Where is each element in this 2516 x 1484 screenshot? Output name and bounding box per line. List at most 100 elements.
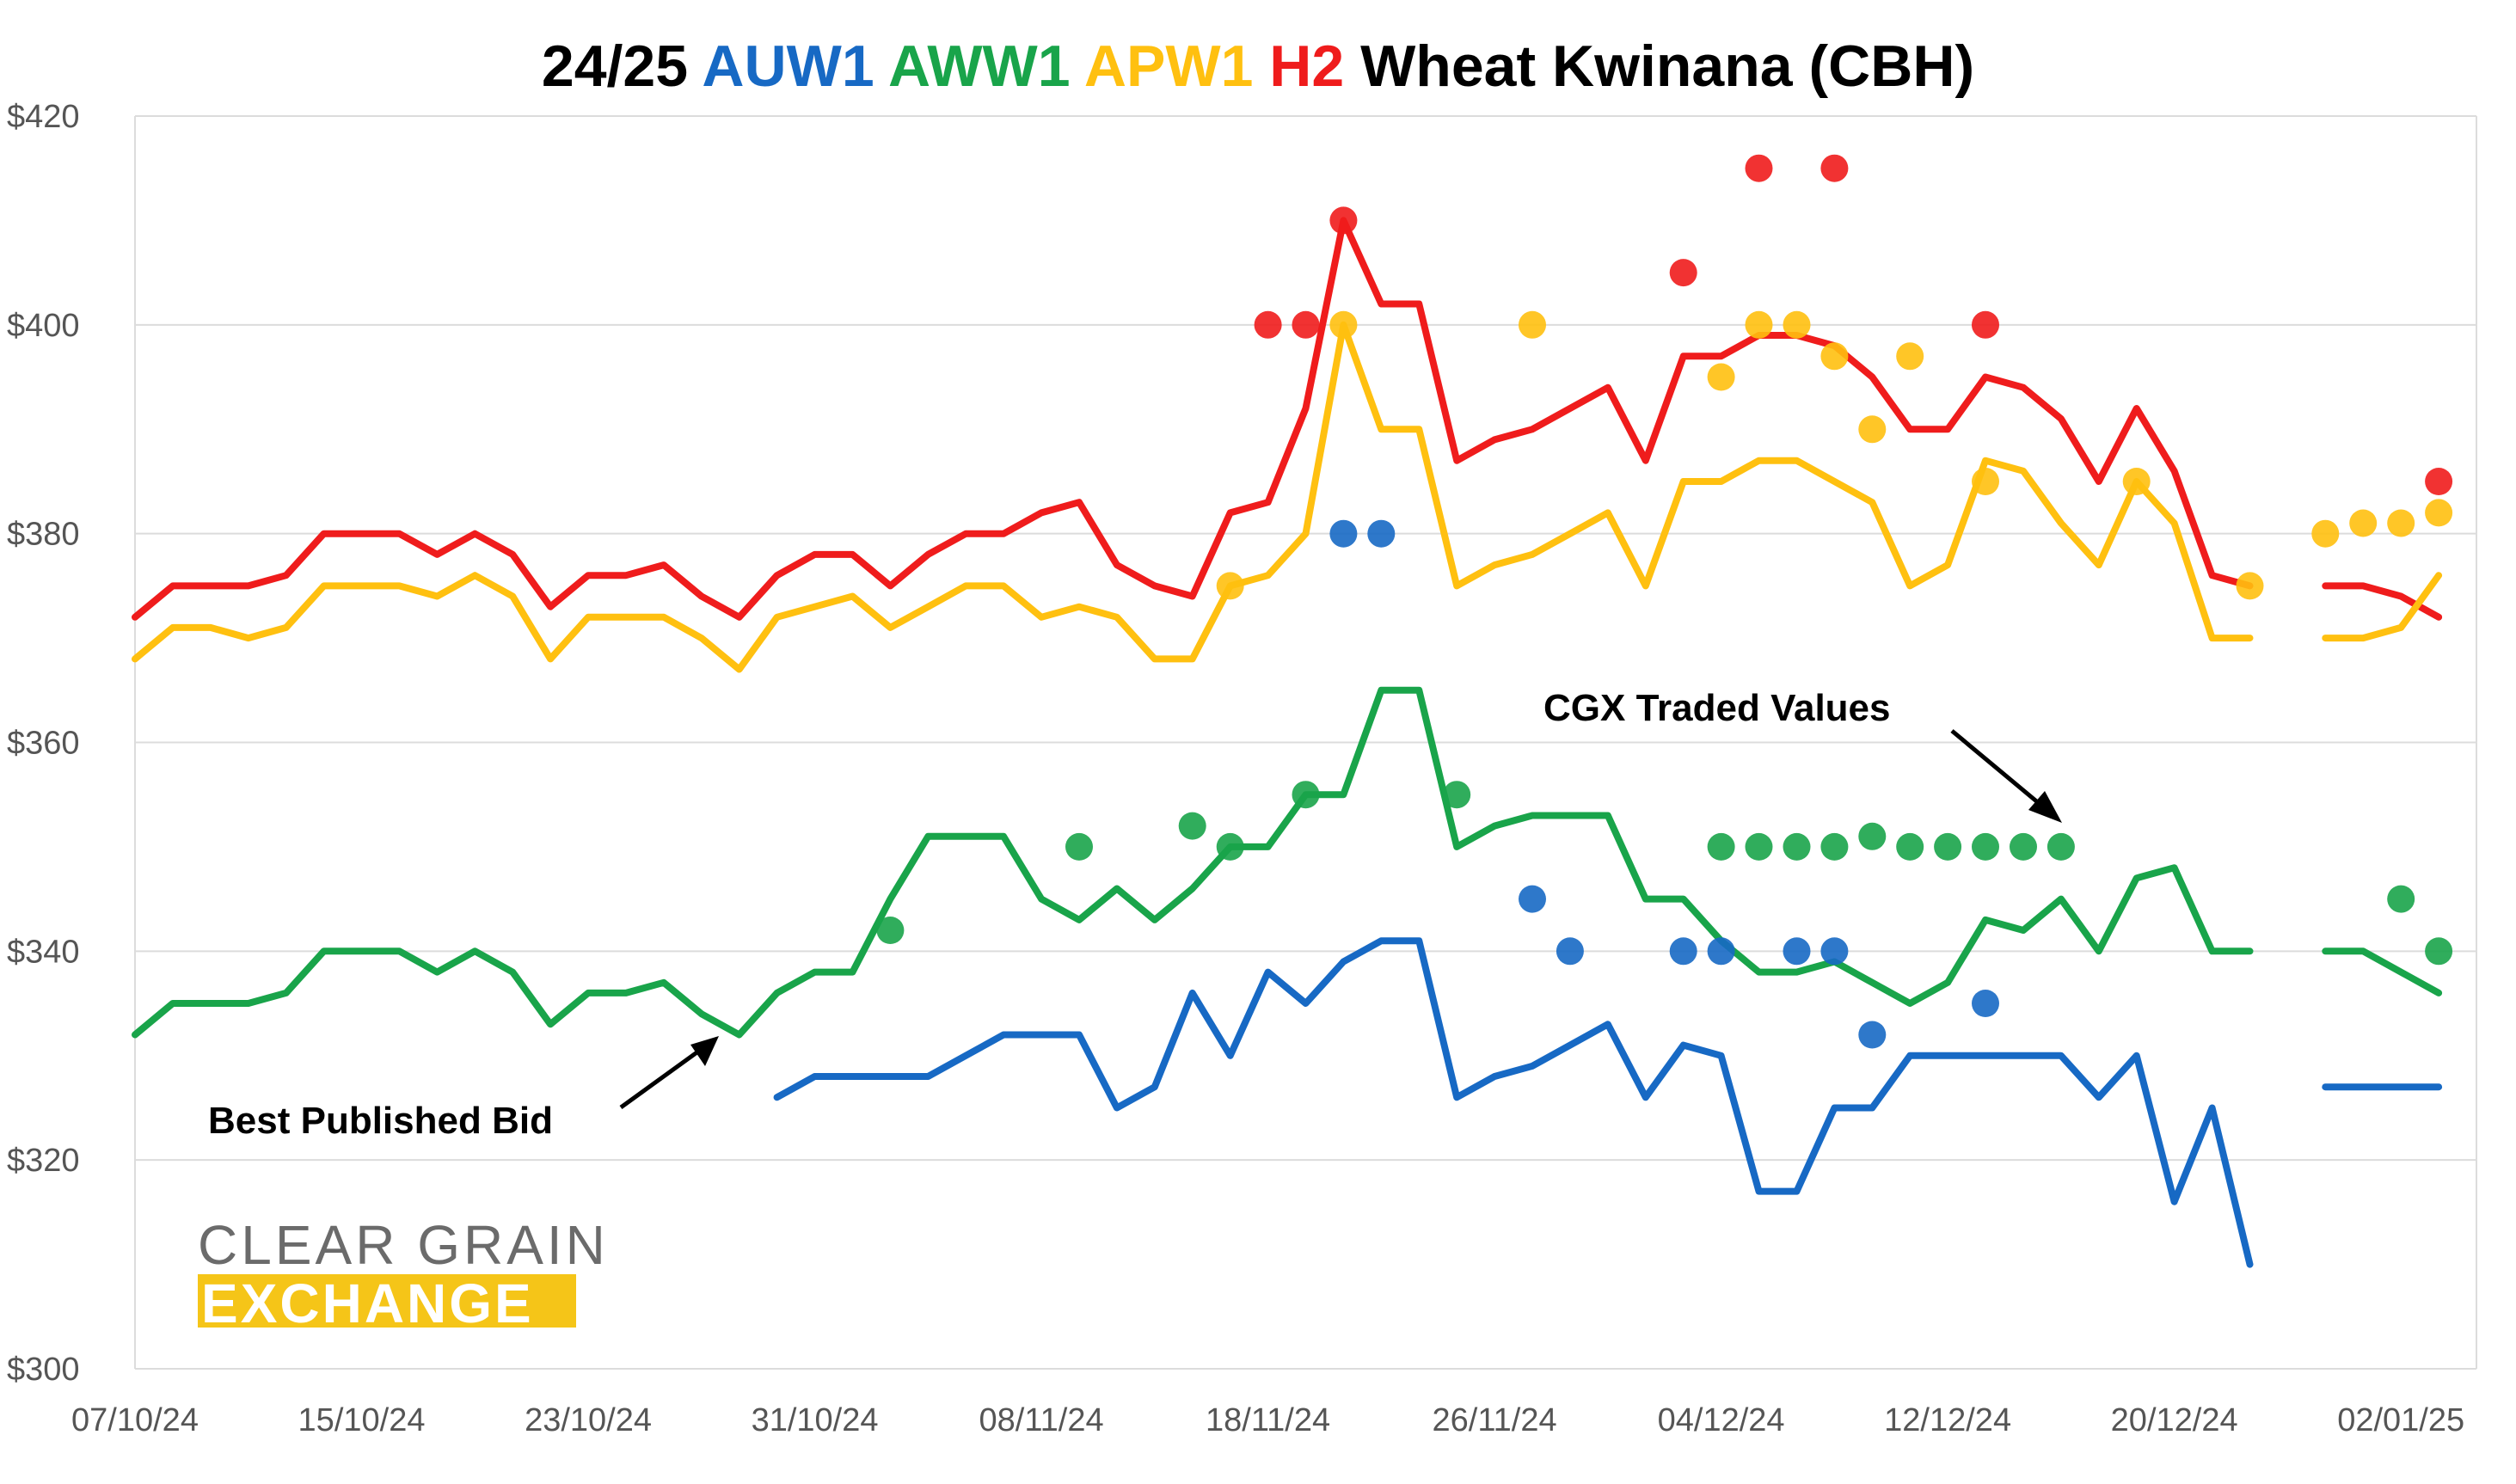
y-tick-label: $320 <box>7 1143 80 1179</box>
traded-aww1-point <box>1972 832 1999 861</box>
series-auw1-line <box>773 937 2443 1268</box>
traded-auw1-point <box>1519 885 1546 913</box>
x-tick-label: 07/10/24 <box>71 1402 199 1438</box>
y-tick-label: $340 <box>7 934 80 970</box>
traded-auw1-point <box>1367 519 1396 548</box>
y-tick-label: $380 <box>7 517 80 553</box>
traded-apw1-point <box>1707 363 1735 391</box>
traded-apw1-point <box>1329 310 1358 339</box>
traded-h2-point <box>2425 468 2453 495</box>
y-tick-label: $360 <box>7 726 80 762</box>
traded-aww1-point <box>2010 832 2037 861</box>
traded-aww1-point <box>2425 937 2453 966</box>
traded-auw1-point <box>1556 937 1584 966</box>
traded-apw1-point <box>1216 572 1244 600</box>
x-tick-label: 15/10/24 <box>298 1402 426 1438</box>
traded-value-points <box>876 154 2453 1049</box>
best-bid-lines <box>132 217 2443 1268</box>
traded-auw1-points <box>1329 519 1999 1049</box>
series-h2-segment <box>132 217 2254 621</box>
traded-aww1-point <box>1065 832 1093 861</box>
title-part-auw1: AUW1 <box>702 34 888 99</box>
traded-auw1-point <box>1972 990 1999 1017</box>
traded-apw1-points <box>1216 310 2453 600</box>
traded-apw1-point <box>1896 342 1924 371</box>
y-tick-label: $420 <box>7 99 80 135</box>
traded-aww1-point <box>1443 781 1471 809</box>
traded-apw1-point <box>1783 310 1811 339</box>
annotation-bid-arrow-shaft <box>619 1046 703 1110</box>
title-part-aww1: AWW1 <box>888 34 1084 99</box>
traded-auw1-point <box>1669 937 1697 966</box>
x-tick-label: 23/10/24 <box>525 1402 652 1438</box>
y-tick-label: $400 <box>7 308 80 344</box>
x-tick-label: 20/12/24 <box>2111 1402 2238 1438</box>
series-apw1-segment <box>2322 572 2443 642</box>
x-axis-ticks: 07/10/24 15/10/24 23/10/24 31/10/24 08/11/24… <box>71 1402 2464 1438</box>
traded-aww1-point <box>2387 885 2415 913</box>
traded-apw1-point <box>2122 468 2151 495</box>
traded-h2-point <box>1972 310 1999 339</box>
traded-apw1-point <box>1519 310 1546 339</box>
series-aww1-line <box>132 686 2443 1039</box>
annotation-bid-label: Best Published Bid <box>208 1100 553 1142</box>
traded-aww1-points <box>876 781 2453 966</box>
traded-aww1-point <box>1216 832 1244 861</box>
traded-auw1-point <box>1707 937 1735 966</box>
annotation-traded-arrow-shaft <box>1950 729 2047 810</box>
series-aww1-segment <box>2322 947 2443 996</box>
x-tick-label: 18/11/24 <box>1206 1402 1330 1438</box>
traded-aww1-point <box>1707 832 1735 861</box>
traded-apw1-point <box>1858 415 1887 444</box>
x-tick-label: 02/01/25 <box>2337 1402 2464 1438</box>
annotation-traded-arrowhead <box>2028 791 2062 823</box>
traded-aww1-point <box>1745 832 1773 861</box>
title-part-apw1: APW1 <box>1084 34 1269 99</box>
traded-h2-point <box>1820 154 1849 182</box>
chart-title: 24/25 AUW1 AWW1 APW1 H2 Wheat Kwinana (C… <box>542 34 1974 99</box>
x-tick-label: 26/11/24 <box>1433 1402 1557 1438</box>
traded-auw1-point <box>1783 937 1811 966</box>
traded-aww1-point <box>1783 832 1811 861</box>
traded-h2-point <box>1292 310 1320 339</box>
x-tick-label: 12/12/24 <box>1884 1402 2011 1438</box>
y-axis-ticks: $300 $320 $340 $360 $380 $400 $420 <box>7 99 80 1388</box>
traded-apw1-point <box>2349 509 2378 537</box>
traded-aww1-point <box>876 917 905 944</box>
series-auw1-segment <box>773 937 2254 1268</box>
annotation-traded-values: CGX Traded Values <box>1543 687 2062 823</box>
traded-h2-point <box>1329 206 1358 235</box>
traded-h2-point <box>1254 310 1282 339</box>
traded-aww1-point <box>1934 832 1962 861</box>
logo-banner <box>198 1274 576 1328</box>
traded-aww1-point <box>2047 832 2075 861</box>
logo-line2: EXCHANGE <box>201 1272 534 1334</box>
traded-apw1-point <box>2236 572 2264 600</box>
traded-aww1-point <box>1858 822 1887 850</box>
traded-apw1-point <box>1820 342 1849 371</box>
title-part-h2: H2 <box>1269 34 1360 99</box>
annotation-bid-arrowhead <box>690 1036 719 1066</box>
traded-apw1-point <box>1972 468 1999 495</box>
traded-aww1-point <box>1178 812 1206 840</box>
traded-h2-point <box>1745 154 1773 182</box>
traded-aww1-point <box>1292 781 1320 809</box>
x-tick-label: 08/11/24 <box>979 1402 1104 1438</box>
clear-grain-exchange-logo: CLEAR GRAIN EXCHANGE <box>198 1214 605 1334</box>
y-tick-label: $300 <box>7 1352 80 1388</box>
traded-apw1-point <box>2311 519 2340 548</box>
annotation-best-bid: Best Published Bid <box>208 1036 719 1142</box>
x-tick-label: 04/12/24 <box>1658 1402 1785 1438</box>
annotation-traded-label: CGX Traded Values <box>1543 687 1891 729</box>
traded-auw1-point <box>1858 1021 1887 1049</box>
traded-aww1-point <box>1896 832 1924 861</box>
series-apw1-line <box>132 321 2443 673</box>
traded-h2-points <box>1254 154 2453 495</box>
traded-apw1-point <box>1745 310 1773 339</box>
series-apw1-segment <box>132 321 2254 673</box>
title-part-season: 24/25 <box>542 34 703 99</box>
traded-apw1-point <box>2425 499 2453 527</box>
traded-apw1-point <box>2387 509 2415 537</box>
